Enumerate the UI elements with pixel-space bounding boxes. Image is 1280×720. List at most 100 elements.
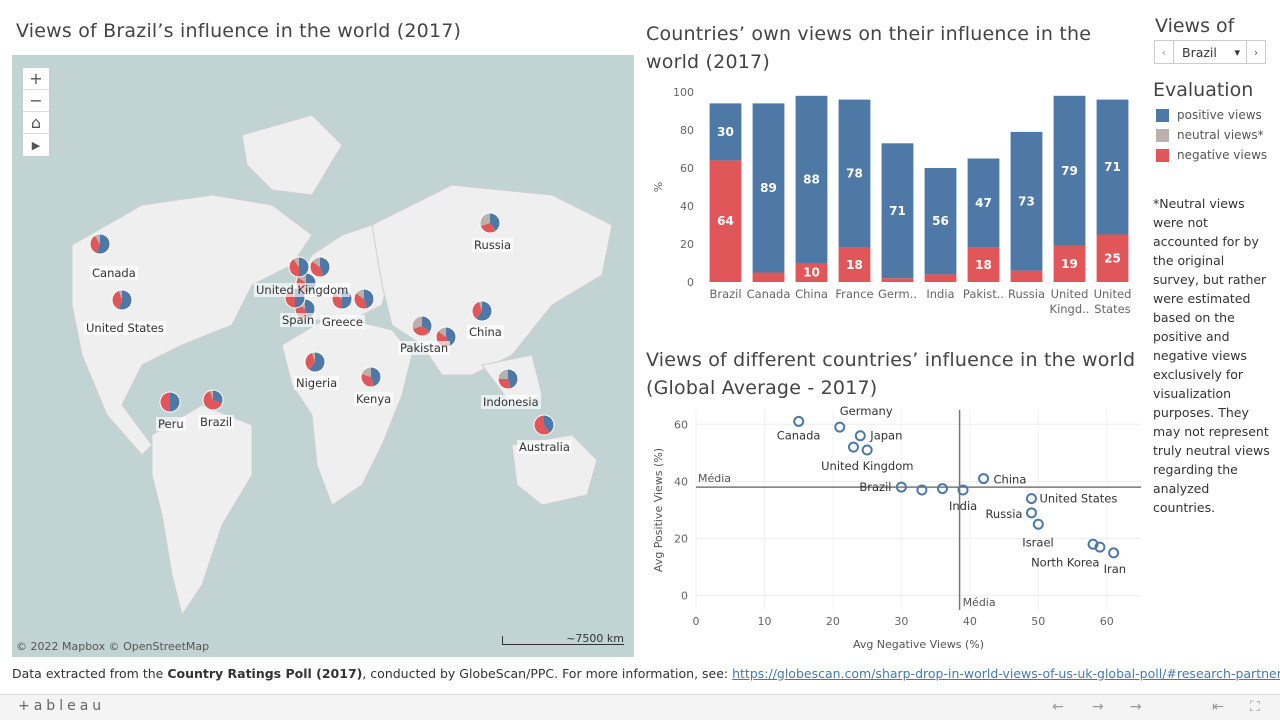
source-link[interactable]: https://globescan.com/sharp-drop-in-worl… bbox=[732, 666, 1280, 681]
selected-country: Brazil bbox=[1182, 44, 1217, 60]
zoom-out-button[interactable]: − bbox=[23, 90, 49, 112]
legend-item-neutral[interactable]: neutral views* bbox=[1156, 125, 1267, 145]
x-tick-label: Germ.. bbox=[878, 287, 917, 301]
world-map[interactable]: + − ⌂ ▶ © 2022 Mapbox © OpenStreetMap ~7… bbox=[12, 55, 634, 657]
revert-icon[interactable]: ⇤ bbox=[1212, 699, 1224, 715]
scatter-point bbox=[1025, 493, 1037, 505]
scatter-point bbox=[861, 444, 873, 456]
y-tick-label: 100 bbox=[673, 86, 694, 99]
bar-negative bbox=[838, 247, 871, 282]
ref-label-vertical: Média bbox=[963, 596, 996, 609]
zoom-in-button[interactable]: + bbox=[23, 68, 49, 90]
x-tick-label: 10 bbox=[757, 615, 771, 628]
y-tick-label: 20 bbox=[674, 533, 688, 546]
neutral-note: *Neutral views were not accounted for by… bbox=[1153, 196, 1270, 515]
scatter-chart: 0 20 40 60 0 10 20 30 40 50 60 Média Média Avg Negati… bbox=[652, 404, 1141, 651]
greenland-land bbox=[241, 114, 343, 196]
pie-pakistan[interactable] bbox=[411, 315, 433, 337]
pie-unlabeled-2[interactable] bbox=[353, 288, 375, 310]
pie-brazil[interactable] bbox=[202, 389, 224, 411]
bar-chart-title: Countries’ own views on their influence … bbox=[646, 23, 1092, 73]
data-label-positive: 73 bbox=[1018, 194, 1035, 208]
x-tick-label: 30 bbox=[894, 615, 908, 628]
pie-china[interactable] bbox=[471, 300, 493, 322]
pie-nigeria[interactable] bbox=[304, 351, 326, 373]
legend-label: neutral views* bbox=[1177, 128, 1264, 142]
fullscreen-icon[interactable]: ⛶ bbox=[1250, 699, 1260, 715]
x-tick-label: Pakist.. bbox=[963, 287, 1004, 301]
y-tick-label: 0 bbox=[681, 590, 688, 603]
bar-positive bbox=[1096, 99, 1129, 235]
point-label: Israel bbox=[1022, 535, 1053, 549]
x-axis-label: Avg Negative Views (%) bbox=[853, 638, 984, 651]
swatch-neutral bbox=[1156, 128, 1169, 142]
data-label-negative: 18 bbox=[846, 258, 863, 272]
legend-label: negative views bbox=[1177, 148, 1268, 162]
legend-item-negative[interactable]: negative views bbox=[1156, 145, 1267, 165]
pie-australia[interactable] bbox=[533, 414, 555, 436]
point-label: Germany bbox=[840, 404, 893, 418]
redo-icon[interactable]: → bbox=[1092, 699, 1104, 715]
map-label: Australia bbox=[517, 440, 572, 454]
tableau-toolbar: +ableau ← → → ⇤ ⛶ bbox=[0, 694, 1280, 720]
bar-negative bbox=[752, 272, 785, 282]
point-label: Canada bbox=[777, 428, 821, 442]
legend-item-positive[interactable]: positive views bbox=[1156, 105, 1267, 125]
bar-negative bbox=[1096, 234, 1129, 282]
y-tick-label: 40 bbox=[674, 475, 688, 488]
scatter-point bbox=[978, 473, 990, 485]
prev-icon[interactable]: ‹ bbox=[1154, 40, 1174, 64]
point-label: Brazil bbox=[859, 480, 891, 494]
point-label: Iran bbox=[1104, 562, 1126, 576]
pie-indonesia[interactable] bbox=[497, 368, 519, 390]
forward-icon[interactable]: → bbox=[1130, 699, 1142, 715]
play-icon[interactable]: ▶ bbox=[31, 138, 41, 152]
data-label-negative: 64 bbox=[717, 214, 734, 228]
pie-peru[interactable] bbox=[159, 391, 181, 413]
swatch-negative bbox=[1156, 148, 1169, 162]
undo-icon[interactable]: ← bbox=[1052, 699, 1064, 715]
scatter-point bbox=[1087, 538, 1099, 550]
footer-prefix: Data extracted from the bbox=[12, 666, 168, 681]
bar-negative bbox=[1010, 270, 1043, 282]
bar-chart: 0 20 40 60 80 100% 30 64 Brazil 89 Canada 88 10 China… bbox=[652, 86, 1132, 316]
home-icon[interactable]: ⌂ bbox=[23, 112, 49, 134]
pie-united-kingdom[interactable] bbox=[288, 256, 310, 278]
tableau-logo[interactable]: +ableau bbox=[18, 698, 106, 714]
north-america-land bbox=[71, 194, 313, 456]
views-of-title: Views of bbox=[1155, 15, 1235, 37]
scatter-title: Views of different countries’ influence … bbox=[646, 349, 1136, 399]
y-tick-label: 40 bbox=[680, 200, 694, 213]
pie-kenya[interactable] bbox=[360, 366, 382, 388]
bar-positive bbox=[967, 158, 1000, 248]
pie-russia[interactable] bbox=[479, 212, 501, 234]
map-canvas[interactable] bbox=[12, 55, 634, 657]
south-america-land bbox=[151, 404, 253, 617]
legend-label: positive views bbox=[1177, 108, 1262, 122]
pie-canada[interactable] bbox=[89, 233, 111, 255]
data-label-positive: 56 bbox=[932, 214, 949, 228]
bar-positive bbox=[881, 143, 914, 279]
map-label: China bbox=[467, 325, 504, 339]
map-zoom-controls: + − ⌂ ▶ bbox=[22, 67, 50, 157]
scatter-point bbox=[957, 484, 969, 496]
next-icon[interactable]: › bbox=[1246, 40, 1266, 64]
bar-negative bbox=[1053, 245, 1086, 282]
scale-label: ~7500 km bbox=[566, 632, 624, 645]
point-label: North Korea bbox=[1031, 555, 1099, 569]
data-label-positive: 47 bbox=[975, 196, 992, 210]
x-tick-label: 0 bbox=[693, 615, 700, 628]
point-label: Russia bbox=[985, 507, 1022, 521]
map-label: Peru bbox=[156, 417, 186, 431]
pie-unlabeled-0[interactable] bbox=[309, 256, 331, 278]
data-label-positive: 79 bbox=[1061, 164, 1078, 178]
map-label: Greece bbox=[320, 315, 365, 329]
point-label: Japan bbox=[869, 429, 902, 443]
x-tick-label: 50 bbox=[1031, 615, 1045, 628]
x-tick-label: United bbox=[1094, 287, 1132, 301]
scatter-point bbox=[895, 481, 907, 493]
map-label: Pakistan bbox=[398, 341, 451, 355]
country-dropdown[interactable]: Brazil ▾ bbox=[1174, 40, 1246, 64]
bar-positive bbox=[838, 99, 871, 248]
pie-united-states[interactable] bbox=[111, 289, 133, 311]
